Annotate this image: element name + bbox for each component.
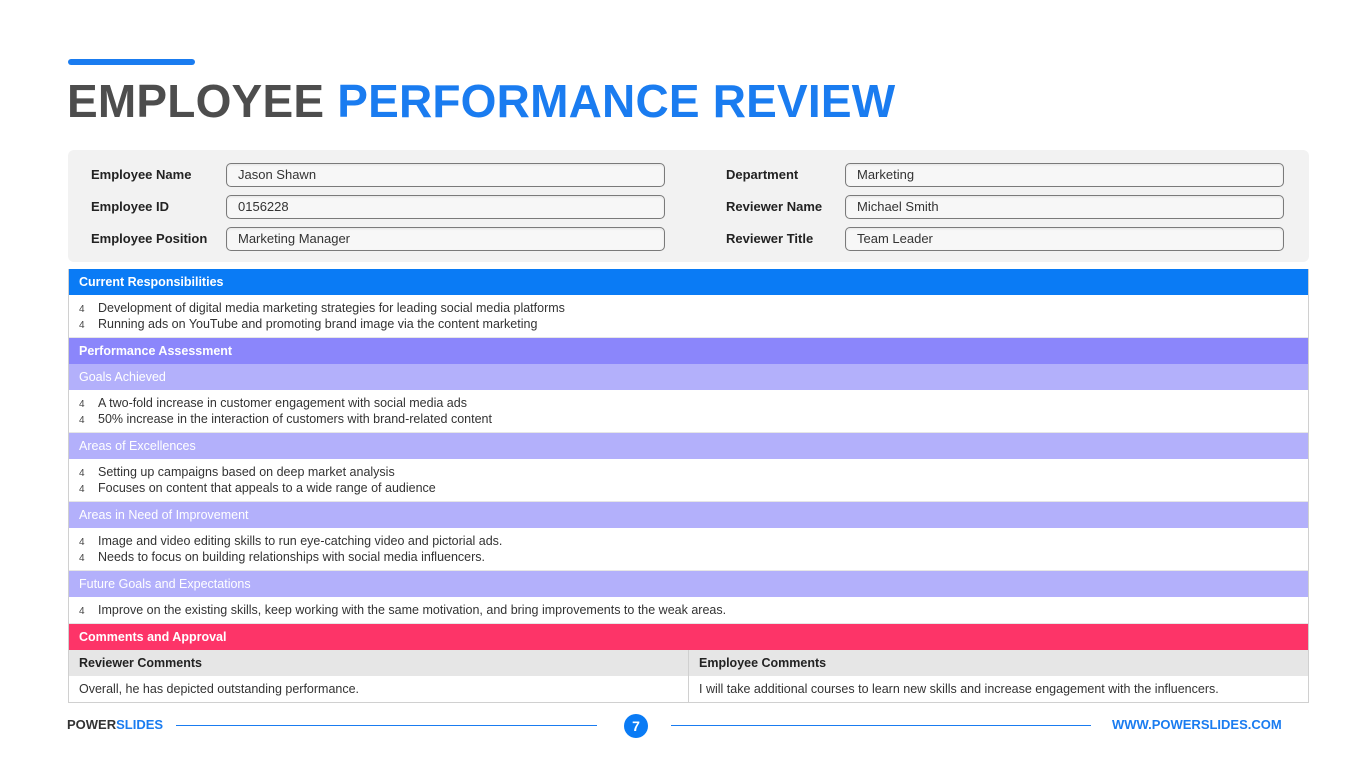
reviewer-name-field[interactable]: Michael Smith	[845, 195, 1284, 219]
list-item: 4 Improve on the existing skills, keep wo…	[79, 603, 727, 617]
reviewer-name-label: Reviewer Name	[726, 199, 823, 214]
bullet-marker: 4	[79, 484, 85, 495]
reviewer-title-field[interactable]: Team Leader	[845, 227, 1284, 251]
bullet-marker: 4	[79, 553, 85, 564]
employee-comments-label: Employee Comments	[689, 650, 1308, 676]
employee-position-label: Employee Position	[91, 231, 208, 246]
responsibilities-body: 4 Development of digital media marketing …	[69, 295, 1308, 338]
reviewer-title-label: Reviewer Title	[726, 231, 814, 246]
areas-of-excellence-body: 4 Setting up campaigns based on deep mark…	[69, 459, 1308, 502]
footer-brand-part2: SLIDES	[116, 717, 164, 732]
department-label: Department	[726, 167, 799, 182]
title-accent-bar	[68, 59, 195, 65]
bullet-marker: 4	[79, 537, 85, 548]
employee-position-field[interactable]: Marketing Manager	[226, 227, 665, 251]
reviewer-comments-column: Reviewer Comments Overall, he has depict…	[69, 650, 688, 702]
employee-info-panel: Employee Name Jason Shawn Employee ID 01…	[68, 150, 1309, 262]
page-title-part1: EMPLOYEE	[67, 75, 325, 127]
list-item: 4 Setting up campaigns based on deep mark…	[79, 465, 395, 479]
bullet-marker: 4	[79, 304, 85, 315]
footer-brand-part1: POWER	[67, 717, 117, 732]
footer-divider-right	[671, 725, 1091, 726]
employee-id-field[interactable]: 0156228	[226, 195, 665, 219]
page-title-part2: PERFORMANCE REVIEW	[337, 75, 896, 127]
reviewer-comments-label: Reviewer Comments	[69, 650, 688, 676]
employee-name-field[interactable]: Jason Shawn	[226, 163, 665, 187]
future-goals-header: Future Goals and Expectations	[69, 571, 1308, 597]
employee-name-label: Employee Name	[91, 167, 192, 182]
page-number-badge: 7	[624, 714, 648, 738]
employee-comments-column: Employee Comments I will take additional…	[688, 650, 1308, 702]
page-title: EMPLOYEE PERFORMANCE REVIEW	[67, 74, 895, 128]
areas-improvement-body: 4 Image and video editing skills to run e…	[69, 528, 1308, 571]
list-item: 4 50% increase in the interaction of cust…	[79, 412, 492, 426]
bullet-marker: 4	[79, 468, 85, 479]
bullet-marker: 4	[79, 320, 85, 331]
comments-grid: Reviewer Comments Overall, he has depict…	[69, 650, 1308, 702]
list-item: 4 Running ads on YouTube and promoting br…	[79, 317, 538, 331]
list-item: 4 Needs to focus on building relationship…	[79, 550, 486, 564]
footer-divider-left	[176, 725, 597, 726]
responsibilities-header: Current Responsibilities	[69, 269, 1308, 295]
performance-assessment-header: Performance Assessment	[69, 338, 1308, 364]
employee-comments-text: I will take additional courses to learn …	[689, 676, 1308, 702]
department-field[interactable]: Marketing	[845, 163, 1284, 187]
list-item: 4 Focuses on content that appeals to a wi…	[79, 481, 436, 495]
list-item: 4 Image and video editing skills to run e…	[79, 534, 503, 548]
areas-improvement-header: Areas in Need of Improvement	[69, 502, 1308, 528]
review-table: Current Responsibilities 4 Development of…	[68, 269, 1309, 703]
future-goals-body: 4 Improve on the existing skills, keep wo…	[69, 597, 1308, 624]
footer-brand-logo: POWERSLIDES	[67, 717, 163, 732]
areas-of-excellence-header: Areas of Excellences	[69, 433, 1308, 459]
bullet-marker: 4	[79, 606, 85, 617]
footer-website-link[interactable]: WWW.POWERSLIDES.COM	[1112, 717, 1282, 732]
reviewer-comments-text: Overall, he has depicted outstanding per…	[69, 676, 688, 702]
list-item: 4 Development of digital media marketing …	[79, 301, 565, 315]
comments-approval-header: Comments and Approval	[69, 624, 1308, 650]
employee-id-label: Employee ID	[91, 199, 170, 214]
goals-achieved-header: Goals Achieved	[69, 364, 1308, 390]
bullet-marker: 4	[79, 415, 85, 426]
bullet-marker: 4	[79, 399, 85, 410]
